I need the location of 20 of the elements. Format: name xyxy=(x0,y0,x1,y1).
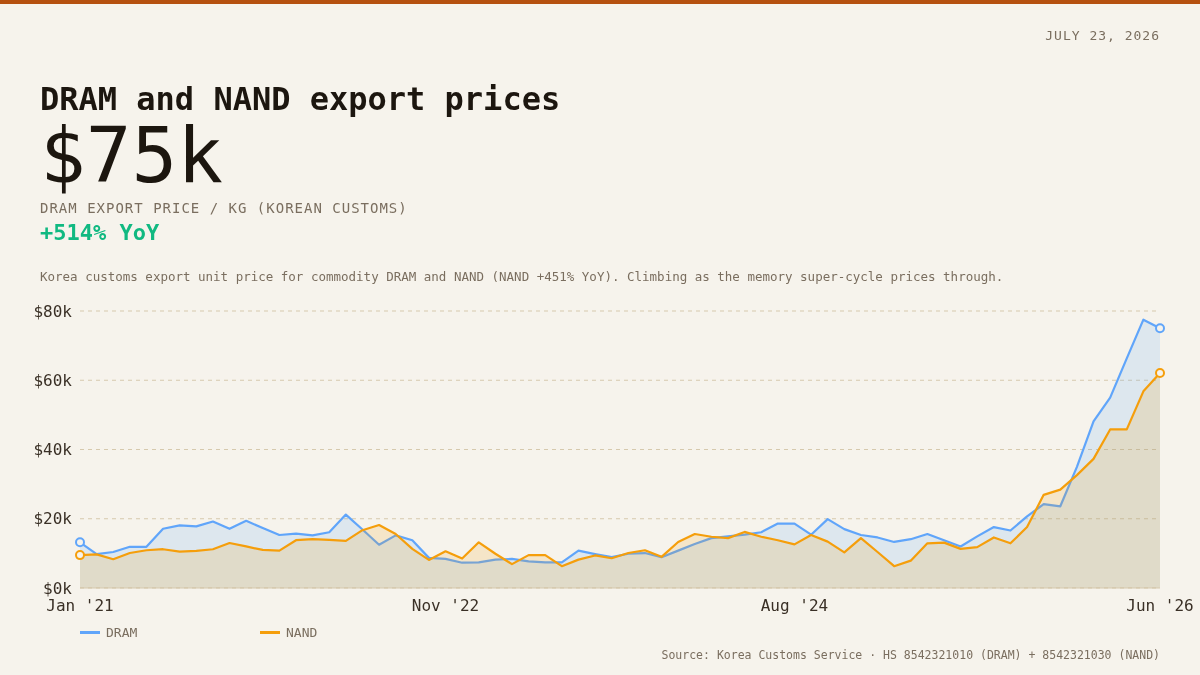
y-tick-label: $80k xyxy=(33,301,73,321)
x-tick-label: Aug '24 xyxy=(760,596,829,616)
source-note: Source: Korea Customs Service · HS 8542321010 (DRAM) + 8542321030 (NAND) xyxy=(661,648,1160,662)
y-tick-label: $40k xyxy=(33,440,73,460)
point xyxy=(75,537,85,548)
text: DRAM EXPORT PRICE / KG (KOREAN CUSTOMS) xyxy=(40,200,408,216)
point xyxy=(1155,323,1165,334)
point xyxy=(75,550,85,561)
text: JULY 23, 2026 xyxy=(1045,28,1160,43)
x-tick-label: Nov '22 xyxy=(411,596,480,616)
point xyxy=(1155,367,1165,378)
x-tick-label: Jan '21 xyxy=(46,596,114,616)
y-tick-label: $20k xyxy=(33,509,73,529)
y-tick-label: $0k xyxy=(43,578,73,598)
y-tick-label: $60k xyxy=(33,370,73,390)
text: +514% YoY xyxy=(40,220,160,245)
chart-subtitle: Korea customs export unit price for commodity DRAM and NAND (NAND +451% YoY). Climbing as the memory super-cycle prices through. xyxy=(40,269,1004,284)
legend-label: DRAM xyxy=(106,625,138,640)
x-tick-label: Jun '26 xyxy=(1126,596,1194,616)
legend-label: NAND xyxy=(286,625,318,640)
